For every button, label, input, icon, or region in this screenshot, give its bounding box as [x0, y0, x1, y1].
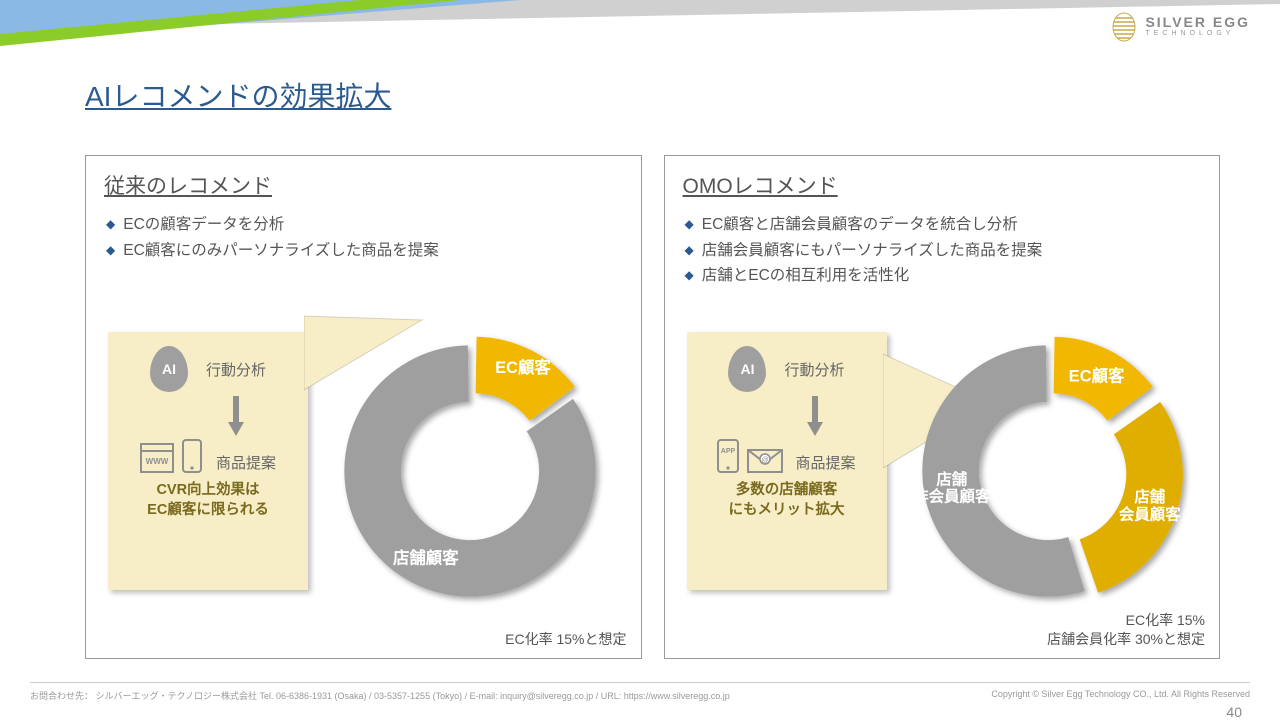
- ai-badge-icon: AI: [728, 346, 766, 392]
- mail-envelope-icon: @: [747, 445, 783, 473]
- svg-text:WWW: WWW: [146, 457, 169, 466]
- svg-text:EC顧客: EC顧客: [1069, 366, 1125, 385]
- bullet-list: EC顧客と店舗会員顧客のデータを統合し分析 店舗会員顧客にもパーソナライズした商…: [685, 212, 1202, 289]
- donut-chart-conventional: EC顧客 店舗顧客: [325, 326, 615, 616]
- ai-step2-label: 商品提案: [216, 452, 276, 473]
- ai-step2-label: 商品提案: [795, 452, 855, 473]
- www-browser-icon: WWW: [140, 443, 174, 473]
- panel-omo: OMOレコメンド EC顧客と店舗会員顧客のデータを統合し分析 店舗会員顧客にもパ…: [664, 155, 1221, 659]
- smartphone-icon: [182, 439, 202, 473]
- svg-text:@: @: [762, 457, 769, 464]
- header-stripe: [0, 0, 1280, 50]
- ai-step1-label: 行動分析: [784, 359, 844, 380]
- brand-logo: SILVER EGG TECHNOLOGY: [1111, 10, 1250, 42]
- svg-text:店舗顧客: 店舗顧客: [392, 549, 458, 568]
- footer-copyright: Copyright © Silver Egg Technology CO., L…: [991, 689, 1250, 702]
- panel-heading: OMOレコメンド: [683, 170, 1202, 200]
- panel-heading: 従来のレコメンド: [104, 170, 623, 200]
- slide-footer: お問合わせ先： シルバーエッグ・テクノロジー株式会社 Tel. 06-6386-…: [30, 682, 1250, 702]
- assumption-note: EC化率 15% 店舗会員化率 30%と想定: [1047, 611, 1205, 650]
- page-number: 40: [1226, 704, 1242, 720]
- ai-badge-icon: AI: [150, 346, 188, 392]
- svg-text:店舗: 店舗: [936, 469, 967, 488]
- svg-text:店舗: 店舗: [1134, 487, 1165, 506]
- egg-icon: [1111, 10, 1137, 42]
- app-smartphone-icon: APP: [717, 439, 739, 473]
- svg-text:APP: APP: [721, 448, 736, 455]
- ai-conclusion: CVR向上効果は EC顧客に限られる: [118, 481, 298, 520]
- down-arrow-icon: [807, 396, 823, 436]
- bullet-list: ECの顧客データを分析 EC顧客にのみパーソナライズした商品を提案: [106, 212, 623, 263]
- assumption-note: EC化率 15%と想定: [505, 630, 626, 650]
- bullet-item: EC顧客と店舗会員顧客のデータを統合し分析: [685, 212, 1202, 238]
- footer-contact: お問合わせ先： シルバーエッグ・テクノロジー株式会社 Tel. 06-6386-…: [30, 689, 730, 702]
- panel-conventional: 従来のレコメンド ECの顧客データを分析 EC顧客にのみパーソナライズした商品を…: [85, 155, 642, 659]
- svg-text:EC顧客: EC顧客: [495, 358, 551, 377]
- slide-title: AIレコメンドの効果拡大: [85, 75, 391, 115]
- down-arrow-icon: [228, 396, 244, 436]
- brand-name: SILVER EGG: [1145, 15, 1250, 30]
- svg-text:非会員顧客: 非会員顧客: [913, 487, 991, 506]
- bullet-item: EC顧客にのみパーソナライズした商品を提案: [106, 238, 623, 264]
- bullet-item: 店舗とECの相互利用を活性化: [685, 263, 1202, 289]
- ai-conclusion: 多数の店舗顧客 にもメリット拡大: [697, 481, 877, 520]
- ai-effect-card: AI 行動分析 WWW 商品提案 CVR向上効果は E: [108, 332, 308, 590]
- brand-sub: TECHNOLOGY: [1145, 30, 1250, 37]
- svg-text:会員顧客: 会員顧客: [1119, 505, 1181, 524]
- bullet-item: ECの顧客データを分析: [106, 212, 623, 238]
- ai-effect-card: AI 行動分析 APP @ 商品提案: [687, 332, 887, 590]
- ai-step1-label: 行動分析: [206, 359, 266, 380]
- bullet-item: 店舗会員顧客にもパーソナライズした商品を提案: [685, 238, 1202, 264]
- donut-chart-omo: EC顧客 店舗 会員顧客 店舗 非会員顧客: [903, 326, 1193, 616]
